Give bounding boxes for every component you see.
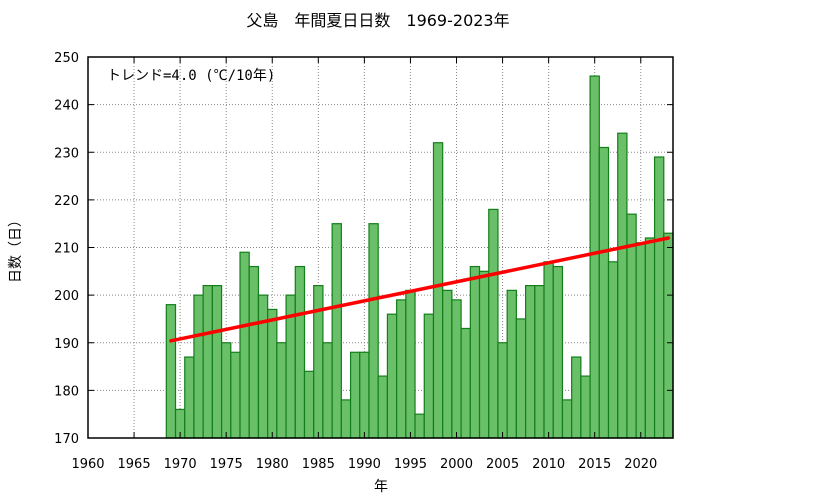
x-tick-label: 2005 — [486, 457, 519, 472]
bar-1983 — [294, 265, 306, 439]
bar-2015 — [589, 75, 600, 439]
bar-1998 — [432, 142, 444, 439]
bar-1972 — [193, 294, 204, 439]
x-tick-label: 2020 — [624, 457, 657, 472]
bar-2008 — [524, 285, 536, 439]
bar-2013 — [571, 356, 582, 439]
plot-frame — [87, 56, 674, 439]
x-tick-label: 2000 — [440, 457, 473, 472]
bar-2016 — [598, 146, 610, 439]
axis-ticks: 1960 1965 1970 1975 1980 1985 1990 1995 2000 2005… — [54, 51, 673, 472]
bar-1987 — [331, 223, 342, 439]
bar-2012 — [561, 399, 573, 439]
trend-annotation: トレンド=4.0 (℃/10年) — [107, 68, 275, 84]
x-tick-label: 1965 — [118, 457, 151, 472]
y-tick-label: 240 — [54, 99, 79, 114]
y-tick-label: 190 — [54, 337, 79, 352]
bar-2000 — [451, 299, 462, 439]
bar-2011 — [552, 265, 564, 439]
bar-1996 — [414, 413, 425, 439]
x-tick-label: 1985 — [302, 457, 335, 472]
bar-1976 — [230, 351, 241, 439]
trend-line-group — [169, 236, 671, 343]
bar-1980 — [267, 308, 278, 439]
y-tick-label: 250 — [54, 51, 79, 66]
bar-2002 — [469, 265, 481, 439]
bar-2006 — [506, 289, 517, 439]
bar-1979 — [257, 294, 269, 439]
y-tick-label: 230 — [54, 146, 79, 161]
bar-1988 — [340, 399, 352, 439]
y-tick-label: 220 — [54, 194, 79, 209]
bar-1984 — [303, 370, 315, 439]
x-tick-label: 1970 — [164, 457, 197, 472]
x-tick-label: 1975 — [210, 457, 243, 472]
x-axis-label: 年 — [374, 479, 388, 495]
bar-2005 — [497, 342, 508, 439]
bar-1995 — [405, 289, 416, 439]
chart-title: 父島 年間夏日日数 1969-2023年 — [246, 11, 509, 30]
bar-2017 — [607, 261, 619, 439]
bar-2023 — [663, 232, 674, 439]
y-tick-label: 170 — [54, 432, 79, 447]
bar-1989 — [349, 351, 361, 439]
bar-1969 — [165, 304, 177, 439]
bar-1974 — [211, 285, 223, 439]
bar-2001 — [460, 327, 471, 439]
bar-2007 — [515, 318, 527, 439]
x-tick-label: 1960 — [71, 457, 104, 472]
bar-2004 — [488, 208, 499, 439]
x-tick-label: 1990 — [348, 457, 381, 472]
bar-1990 — [359, 351, 370, 439]
bar-2010 — [543, 261, 554, 439]
bar-1994 — [396, 299, 407, 439]
bar-1999 — [442, 289, 453, 439]
x-tick-label: 1995 — [394, 457, 427, 472]
bar-1986 — [322, 342, 333, 439]
x-tick-label: 2010 — [532, 457, 565, 472]
bar-1997 — [423, 313, 435, 439]
bar-2014 — [580, 375, 591, 439]
trend-line — [169, 236, 671, 343]
bar-1978 — [248, 265, 260, 439]
bar-1981 — [276, 342, 287, 439]
bar-1973 — [202, 285, 213, 439]
bar-1977 — [239, 251, 250, 439]
bar-2020 — [635, 242, 646, 439]
bar-2018 — [617, 132, 628, 439]
bar-1975 — [220, 342, 232, 439]
bar-1993 — [386, 313, 398, 439]
y-tick-label: 200 — [54, 289, 79, 304]
y-axis-label: 日数（日） — [8, 213, 24, 283]
x-tick-label: 1980 — [256, 457, 289, 472]
x-tick-label: 2015 — [578, 457, 611, 472]
bar-2022 — [653, 156, 665, 439]
bar-1971 — [184, 356, 195, 439]
y-tick-label: 210 — [54, 242, 79, 257]
bar-1992 — [377, 375, 389, 439]
bar-2021 — [644, 237, 656, 439]
bar-1991 — [368, 223, 379, 439]
y-tick-label: 180 — [54, 384, 79, 399]
bar-2003 — [478, 270, 490, 439]
bar-series — [165, 75, 674, 439]
bar-2009 — [534, 285, 545, 439]
